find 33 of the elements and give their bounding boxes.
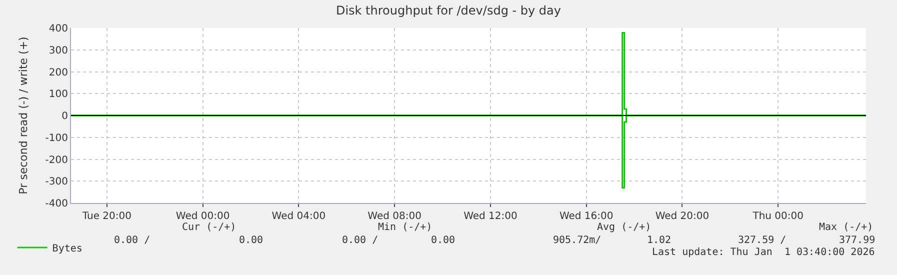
text: 377.99 — [839, 235, 876, 246]
y-tick-label: 400 — [48, 24, 68, 34]
text: 1.02 — [647, 235, 672, 246]
x-tick-label: Wed 12:00 — [464, 211, 518, 222]
text: Cur (-/+) — [182, 222, 236, 233]
text: 0.00 / — [342, 235, 378, 246]
x-tick-label: Wed 00:00 — [176, 211, 230, 222]
y-tick-label: -400 — [45, 198, 68, 210]
text: 0.00 / — [114, 235, 150, 246]
text: 905.72m/ — [553, 235, 602, 246]
text: Last update: Thu Jan 1 03:40:00 2026 — [652, 247, 875, 258]
y-tick-label: 200 — [48, 67, 68, 78]
y-tick-label: 100 — [48, 89, 68, 100]
x-tick-label: Tue 20:00 — [81, 211, 132, 222]
x-tick-label: Wed 04:00 — [272, 211, 326, 222]
text: Min (-/+) — [378, 222, 432, 233]
text: Avg (-/+) — [597, 222, 652, 233]
y-tick-label: 300 — [48, 45, 68, 56]
text: Max (-/+) — [819, 222, 874, 233]
x-tick-label: Thu 00:00 — [752, 211, 804, 222]
y-axis-title: Pr second read (-) / write (+) — [16, 36, 30, 194]
y-tick-label: 0 — [62, 111, 68, 122]
text: 327.59 / — [738, 235, 786, 246]
y-tick-label: -300 — [45, 176, 68, 188]
y-tick-label: -200 — [45, 154, 68, 166]
text: 0.00 — [431, 235, 456, 246]
x-tick-label: Wed 20:00 — [655, 211, 710, 222]
y-tick-label: -100 — [45, 132, 68, 144]
text: 0.00 — [239, 235, 264, 246]
x-tick-label: Wed 08:00 — [368, 211, 422, 222]
legend-label: Bytes — [52, 243, 82, 254]
chart-title: Disk throughput for /dev/sdg - by day — [336, 3, 562, 18]
x-tick-label: Wed 16:00 — [559, 211, 614, 222]
